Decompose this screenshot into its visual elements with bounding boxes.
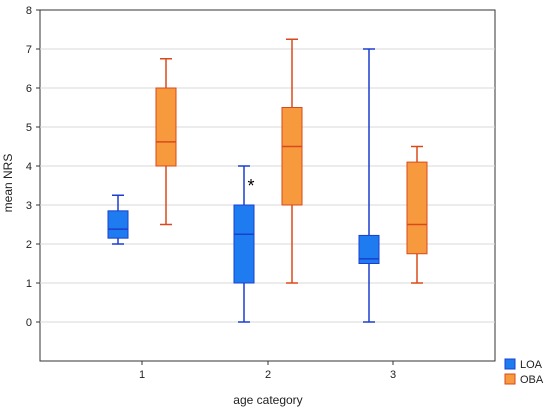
x-tick-label: 1: [139, 369, 145, 381]
box-loa-3: [358, 48, 380, 323]
x-axis-title: age category: [233, 393, 302, 407]
x-tick-label: 2: [265, 369, 271, 381]
box-iqr: [155, 87, 177, 167]
y-tick-label: 7: [26, 44, 32, 56]
box-oba-3: [406, 145, 428, 284]
box-oba-2: [281, 38, 303, 284]
significance-asterisk: *: [247, 176, 254, 196]
box-iqr: [233, 204, 255, 284]
box-iqr: [358, 234, 380, 264]
legend: LOA OBA: [504, 358, 544, 386]
y-tick-label: 2: [26, 239, 32, 251]
box-oba-1: [155, 58, 177, 226]
box-iqr: [281, 107, 303, 206]
box-loa-1: [107, 194, 129, 245]
legend-label-loa: LOA: [520, 359, 543, 371]
legend-label-oba: OBA: [520, 374, 544, 386]
y-axis-ticks: 0 1 2 3 4 5 6 7 8: [26, 5, 40, 329]
y-tick-label: 5: [26, 122, 32, 134]
box-iqr: [406, 161, 428, 255]
x-tick-label: 3: [390, 369, 396, 381]
box-iqr: [107, 210, 129, 239]
x-axis-ticks: 1 2 3: [139, 361, 396, 381]
box-loa-2: [233, 165, 255, 323]
boxes-layer: [107, 38, 428, 323]
y-tick-label: 8: [26, 5, 32, 17]
y-tick-label: 6: [26, 83, 32, 95]
y-tick-label: 3: [26, 200, 32, 212]
y-tick-label: 0: [26, 317, 32, 329]
legend-swatch-oba: [504, 373, 516, 385]
y-tick-label: 1: [26, 278, 32, 290]
y-tick-label: 4: [26, 161, 32, 173]
y-axis-title: mean NRS: [1, 154, 15, 213]
legend-swatch-loa: [504, 358, 516, 370]
